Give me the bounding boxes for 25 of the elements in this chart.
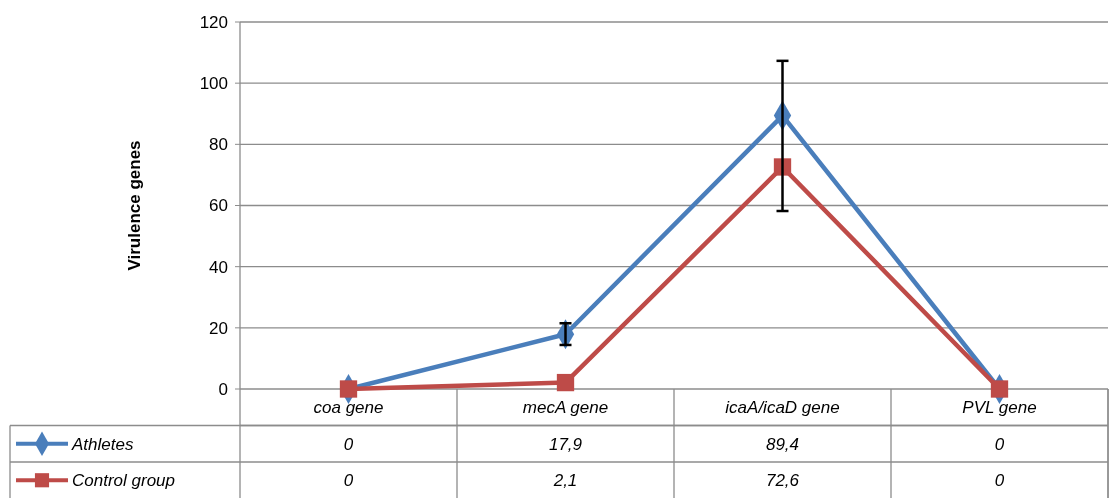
y-tick-label: 40 [209,257,228,277]
data-label: 0 [343,471,354,491]
data-label: 72,6 [765,471,800,491]
legend-label: Control group [72,471,176,491]
x-tick-label: coa gene [313,398,384,418]
data-label: 2,1 [552,471,578,491]
data-label: 0 [343,434,354,454]
x-tick-label: mecA gene [522,398,609,418]
data-label: 0 [994,471,1005,491]
y-tick-label: 100 [199,74,228,94]
x-tick-label: PVL gene [962,398,1037,418]
point [556,373,575,392]
point [990,380,1009,398]
data-label: 89,4 [765,434,800,454]
y-tick-label: 0 [218,379,228,399]
point [339,380,358,398]
data-label: 0 [994,434,1005,454]
y-tick-label: 120 [199,12,228,32]
data-label: 17,9 [548,434,583,454]
legend-label: Athletes [71,434,134,454]
x-tick-label: icaA/icaD gene [725,398,840,418]
y-tick-label: 60 [209,196,228,216]
y-tick-label: 80 [209,135,228,155]
y-axis-title: Virulence genes [125,140,144,271]
y-tick-label: 20 [209,318,228,338]
